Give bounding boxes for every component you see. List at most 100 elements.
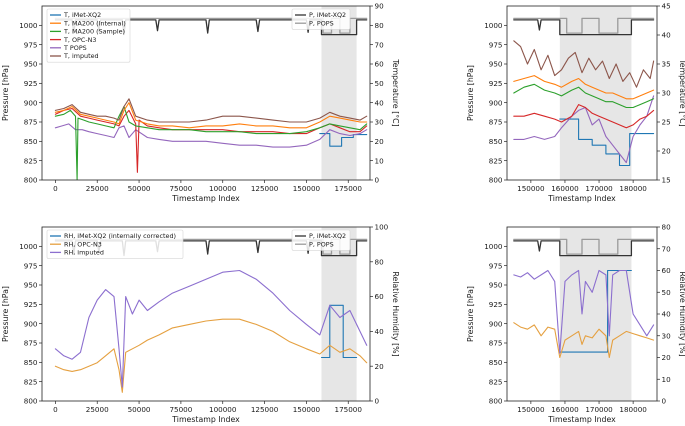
rh-full-ytick-right-label-2: 40 xyxy=(375,327,385,336)
rh-zoom-ytick-right-label-0: 0 xyxy=(662,397,667,406)
temp-full-frame xyxy=(41,5,371,181)
rh-zoom-ytick-right-label-8: 80 xyxy=(662,223,672,232)
rh-full-xlabel: Timestamp Index xyxy=(171,415,240,424)
rh-zoom-xtick-label-1: 160000 xyxy=(551,405,579,414)
rh-zoom-ytick-label-3: 875 xyxy=(489,339,503,348)
rh-zoom-ytick-right-label-7: 70 xyxy=(662,244,672,253)
temp-full-series-5 xyxy=(54,98,368,123)
rh-full-ytick-label-5: 925 xyxy=(24,300,38,309)
temp-full-ytick-right-label-6: 60 xyxy=(375,60,385,69)
temp-full-xtick-label-2: 50000 xyxy=(128,184,151,193)
temp-zoom-ytick-right-label-5: 40 xyxy=(662,31,672,40)
rh-zoom-ytick-label-1: 825 xyxy=(489,377,503,386)
temp-full-ytick-label-7: 975 xyxy=(24,40,38,49)
rh-zoom-ytick-label-2: 850 xyxy=(489,358,503,367)
temp-zoom-ytick-right-label-3: 30 xyxy=(662,89,672,98)
temp-full-ytick-label-5: 925 xyxy=(24,79,38,88)
rh-full-legend-label-left-1: RH, OPC-N3 xyxy=(64,240,102,248)
temp-full-ytick-right-label-4: 40 xyxy=(375,98,385,107)
rh-zoom-ylabel-right: Relative Humidity [%] xyxy=(678,271,685,356)
rh-full-xtick-label-1: 25000 xyxy=(86,405,109,414)
rh-zoom-panel: 150000 160000 170000 1800008008258508759009… xyxy=(466,223,685,424)
rh-zoom-ytick-right-label-5: 50 xyxy=(662,288,672,297)
temp-full-legend-label-left-2: T, MA200 (Sample) xyxy=(63,28,125,36)
temp-full-ytick-right-label-8: 80 xyxy=(375,21,385,30)
rh-full-ytick-label-7: 975 xyxy=(24,261,38,270)
temp-zoom-ytick-label-4: 900 xyxy=(489,98,503,107)
temp-full-ytick-label-0: 800 xyxy=(24,176,38,185)
temp-zoom-panel: 150000 160000 170000 180000 800 825 850 875 900 9… xyxy=(466,2,685,203)
rh-zoom-xtick-label-0: 150000 xyxy=(517,405,545,414)
rh-zoom-ytick-label-7: 975 xyxy=(489,261,503,270)
temp-full-shaded-region xyxy=(321,6,357,180)
temp-zoom-ytick-right-label-2: 25 xyxy=(662,118,671,127)
rh-zoom-shaded-region xyxy=(559,227,632,401)
rh-zoom-xlabel: Timestamp Index xyxy=(547,415,616,424)
rh-full-ytick-right-label-3: 60 xyxy=(375,292,385,301)
temp-zoom-ytick-label-8: 1000 xyxy=(484,21,503,30)
temp-full-ytick-label-8: 1000 xyxy=(19,21,38,30)
rh-zoom-xtick-label-2: 170000 xyxy=(585,405,613,414)
rh-full-legend-label-left-2: RH, imputed xyxy=(64,249,104,257)
rh-full-ylabel: Pressure [hPa] xyxy=(1,286,10,342)
rh-full-panel: 0 25000 50000 75000 100000 125000 150000 175000… xyxy=(1,223,400,424)
temp-full-series-1 xyxy=(54,123,368,148)
rh-zoom-ytick-label-4: 900 xyxy=(489,319,503,328)
temp-zoom-xtick-label-3: 180000 xyxy=(619,184,647,193)
rh-full-ytick-label-3: 875 xyxy=(24,339,38,348)
rh-full-xtick-label-3: 75000 xyxy=(169,405,192,414)
rh-full-ytick-right-label-1: 20 xyxy=(375,362,385,371)
rh-full-xtick-label-0: 0 xyxy=(53,405,58,414)
rh-zoom-ytick-right-label-3: 30 xyxy=(662,331,672,340)
temp-zoom-ytick-right-label-6: 45 xyxy=(662,2,671,11)
temp-full-ytick-right-label-7: 70 xyxy=(375,40,385,49)
rh-full-xtick-label-6: 150000 xyxy=(293,405,321,414)
rh-zoom-ytick-label-0: 800 xyxy=(489,397,503,406)
temp-full-ytick-label-1: 825 xyxy=(24,156,38,165)
temp-full-ytick-label-6: 950 xyxy=(24,60,38,69)
rh-zoom-ytick-right-label-1: 10 xyxy=(662,375,672,384)
rh-zoom-ylabel: Pressure [hPa] xyxy=(466,286,475,342)
temp-zoom-series-1 xyxy=(513,95,655,164)
rh-full-series-0 xyxy=(320,304,358,359)
temp-full-ytick-right-label-9: 90 xyxy=(375,2,385,11)
temp-full-ylabel: Pressure [hPa] xyxy=(1,65,10,121)
temp-full-ylabel-right: Temperature [°C] xyxy=(391,58,400,126)
temp-full-xtick-label-5: 125000 xyxy=(251,184,279,193)
temp-zoom-xtick-label-0: 150000 xyxy=(517,184,545,193)
temp-zoom-xlabel: Timestamp Index xyxy=(547,194,616,203)
temp-full-xtick-label-4: 100000 xyxy=(209,184,237,193)
temp-full-legend-label-right-0: P, iMet-XQ2 xyxy=(309,11,346,19)
temp-zoom-ytick-label-1: 825 xyxy=(489,156,503,165)
temp-zoom-ytick-label-6: 950 xyxy=(489,60,503,69)
rh-full-legend-label-right-1: P, POPS xyxy=(309,240,334,248)
temp-zoom-ytick-label-0: 800 xyxy=(489,176,503,185)
temp-full-ytick-right-label-0: 0 xyxy=(375,176,380,185)
temp-zoom-ytick-right-label-0: 15 xyxy=(662,176,671,185)
temp-full-legend-label-left-0: T, iMet-XQ2 xyxy=(63,11,101,19)
rh-full-ytick-label-6: 950 xyxy=(24,281,38,290)
rh-full-legend-left: RH, iMet-XQ2 (internally corrected)RH, O… xyxy=(46,229,184,259)
temp-full-xlabel: Timestamp Index xyxy=(171,194,240,203)
rh-full-frame xyxy=(41,226,371,402)
temp-zoom-series-3 xyxy=(513,83,655,109)
rh-full-legend-label-right-0: P, iMet-XQ2 xyxy=(309,232,346,240)
temp-zoom-ylabel-right: Temperature [°C] xyxy=(678,58,685,126)
temp-zoom-series-6 xyxy=(513,17,655,34)
temp-full-ytick-right-label-2: 20 xyxy=(375,137,385,146)
temp-full-xtick-label-1: 25000 xyxy=(86,184,109,193)
rh-full-legend-label-left-0: RH, iMet-XQ2 (internally corrected) xyxy=(64,232,176,240)
rh-full-xtick-label-7: 175000 xyxy=(335,405,363,414)
rh-zoom-ytick-right-label-6: 60 xyxy=(662,266,672,275)
temp-full-legend-label-left-4: T POPS xyxy=(63,44,87,52)
temp-full-ytick-right-label-5: 50 xyxy=(375,79,385,88)
temp-full-xtick-label-6: 150000 xyxy=(293,184,321,193)
temp-full-legend-label-left-5: T, imputed xyxy=(63,52,99,60)
temp-full-ytick-right-label-3: 30 xyxy=(375,118,385,127)
rh-zoom-series-3 xyxy=(513,238,655,255)
rh-full-ylabel-right: Relative Humidity [%] xyxy=(391,271,400,356)
rh-full-ytick-right-label-5: 100 xyxy=(375,223,389,232)
rh-zoom-series-2 xyxy=(513,269,655,354)
